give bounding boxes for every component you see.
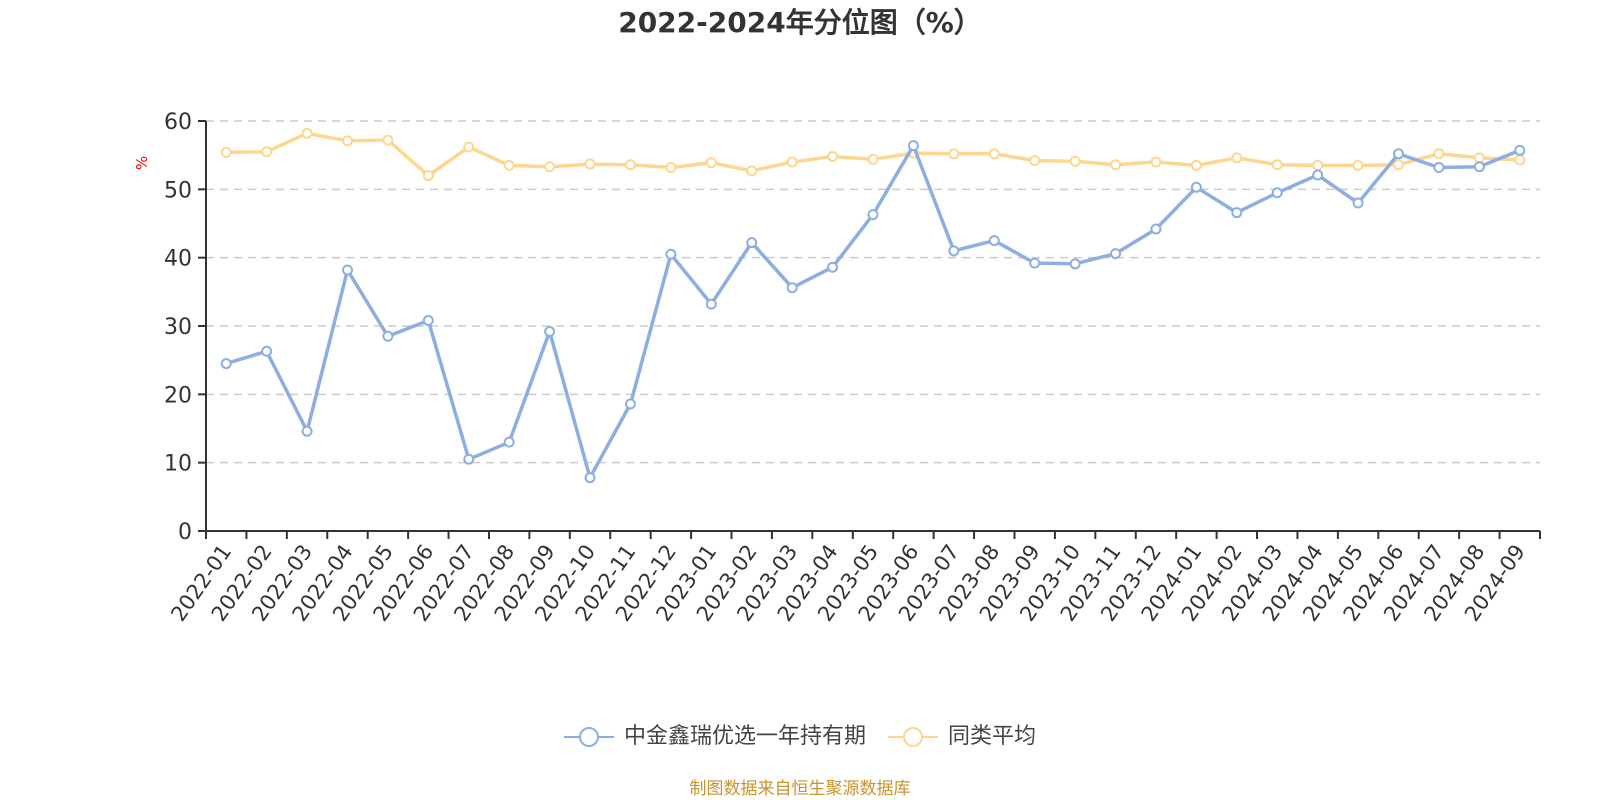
chart-title: 2022-2024年分位图（%）: [618, 6, 982, 39]
data-point[interactable]: [544, 161, 556, 173]
data-point[interactable]: [988, 148, 1000, 160]
y-tick-label: 60: [164, 110, 192, 135]
data-point[interactable]: [584, 158, 596, 170]
data-point[interactable]: [827, 261, 839, 273]
data-point[interactable]: [1029, 155, 1041, 167]
data-point[interactable]: [827, 151, 839, 163]
data-point[interactable]: [1393, 148, 1405, 160]
data-point[interactable]: [907, 140, 919, 152]
data-point[interactable]: [1231, 152, 1243, 164]
data-point[interactable]: [665, 161, 677, 173]
series-line: [225, 143, 1521, 480]
data-point[interactable]: [1271, 187, 1283, 199]
data-point[interactable]: [948, 245, 960, 257]
data-source-footer: 制图数据来自恒生聚源数据库: [689, 779, 911, 799]
data-point[interactable]: [1312, 159, 1324, 171]
data-point[interactable]: [1312, 169, 1324, 181]
data-point[interactable]: [624, 159, 636, 171]
data-point[interactable]: [220, 358, 232, 370]
legend-label-peer-average: 同类平均: [948, 724, 1037, 749]
grid-lines: [206, 120, 1540, 464]
data-point[interactable]: [503, 436, 515, 448]
data-point[interactable]: [301, 127, 313, 139]
legend-item-peer-average[interactable]: 同类平均: [888, 722, 1036, 752]
y-unit-label: %: [133, 156, 151, 170]
legend-line-circle-icon: [563, 727, 614, 747]
data-point[interactable]: [1190, 181, 1202, 193]
data-point[interactable]: [705, 157, 717, 169]
data-point[interactable]: [1069, 258, 1081, 270]
data-point[interactable]: [988, 235, 1000, 247]
data-point[interactable]: [341, 135, 353, 147]
data-point[interactable]: [503, 159, 515, 171]
data-point[interactable]: [624, 398, 636, 410]
data-point[interactable]: [261, 146, 273, 158]
data-point[interactable]: [786, 282, 798, 294]
data-point[interactable]: [786, 156, 798, 168]
data-point[interactable]: [261, 345, 273, 357]
data-point[interactable]: [1352, 197, 1364, 209]
series-fund: [220, 140, 1526, 484]
data-point[interactable]: [341, 264, 353, 276]
series-layer: [220, 127, 1526, 484]
data-point[interactable]: [1110, 159, 1122, 171]
data-point[interactable]: [1029, 257, 1041, 269]
data-point[interactable]: [1473, 161, 1485, 173]
data-point[interactable]: [1473, 152, 1485, 164]
y-tick-label: 20: [164, 383, 192, 408]
x-axis: 2022-012022-022022-032022-042022-052022-…: [166, 530, 1541, 626]
legend-item-fund[interactable]: 中金鑫瑞优选一年持有期: [563, 722, 866, 752]
data-point[interactable]: [867, 153, 879, 165]
data-point[interactable]: [1433, 161, 1445, 173]
data-point[interactable]: [1433, 148, 1445, 160]
y-tick-label: 0: [178, 520, 192, 545]
data-point[interactable]: [1393, 159, 1405, 171]
data-point[interactable]: [422, 170, 434, 182]
data-point[interactable]: [1110, 248, 1122, 260]
data-point[interactable]: [463, 141, 475, 153]
data-point[interactable]: [665, 248, 677, 260]
data-point[interactable]: [867, 209, 879, 221]
legend-label-fund: 中金鑫瑞优选一年持有期: [623, 724, 866, 749]
data-point[interactable]: [1352, 159, 1364, 171]
data-point[interactable]: [382, 134, 394, 146]
data-point[interactable]: [1150, 156, 1162, 168]
data-point[interactable]: [1069, 155, 1081, 167]
series-peer-average: [220, 127, 1526, 182]
data-point[interactable]: [544, 325, 556, 337]
data-point[interactable]: [220, 146, 232, 158]
data-point[interactable]: [463, 453, 475, 465]
data-point[interactable]: [382, 330, 394, 342]
data-point[interactable]: [422, 315, 434, 327]
data-point[interactable]: [584, 472, 596, 484]
data-point[interactable]: [301, 425, 313, 437]
data-point[interactable]: [1271, 159, 1283, 171]
y-tick-label: 10: [164, 452, 192, 477]
data-point[interactable]: [1514, 154, 1526, 166]
data-point[interactable]: [746, 165, 758, 177]
data-point[interactable]: [1190, 159, 1202, 171]
legend: 中金鑫瑞优选一年持有期 同类平均: [0, 722, 1600, 752]
y-tick-label: 40: [164, 247, 192, 272]
data-point[interactable]: [746, 237, 758, 249]
data-point[interactable]: [948, 148, 960, 160]
y-axis: 0 10 20 30 40 50 60: [164, 110, 207, 545]
y-tick-label: 50: [164, 178, 192, 203]
y-tick-label: 30: [164, 315, 192, 340]
data-point[interactable]: [1231, 207, 1243, 219]
legend-line-circle-icon: [888, 727, 938, 747]
data-point[interactable]: [1514, 144, 1526, 156]
data-point[interactable]: [705, 298, 717, 310]
data-point[interactable]: [1150, 223, 1162, 235]
